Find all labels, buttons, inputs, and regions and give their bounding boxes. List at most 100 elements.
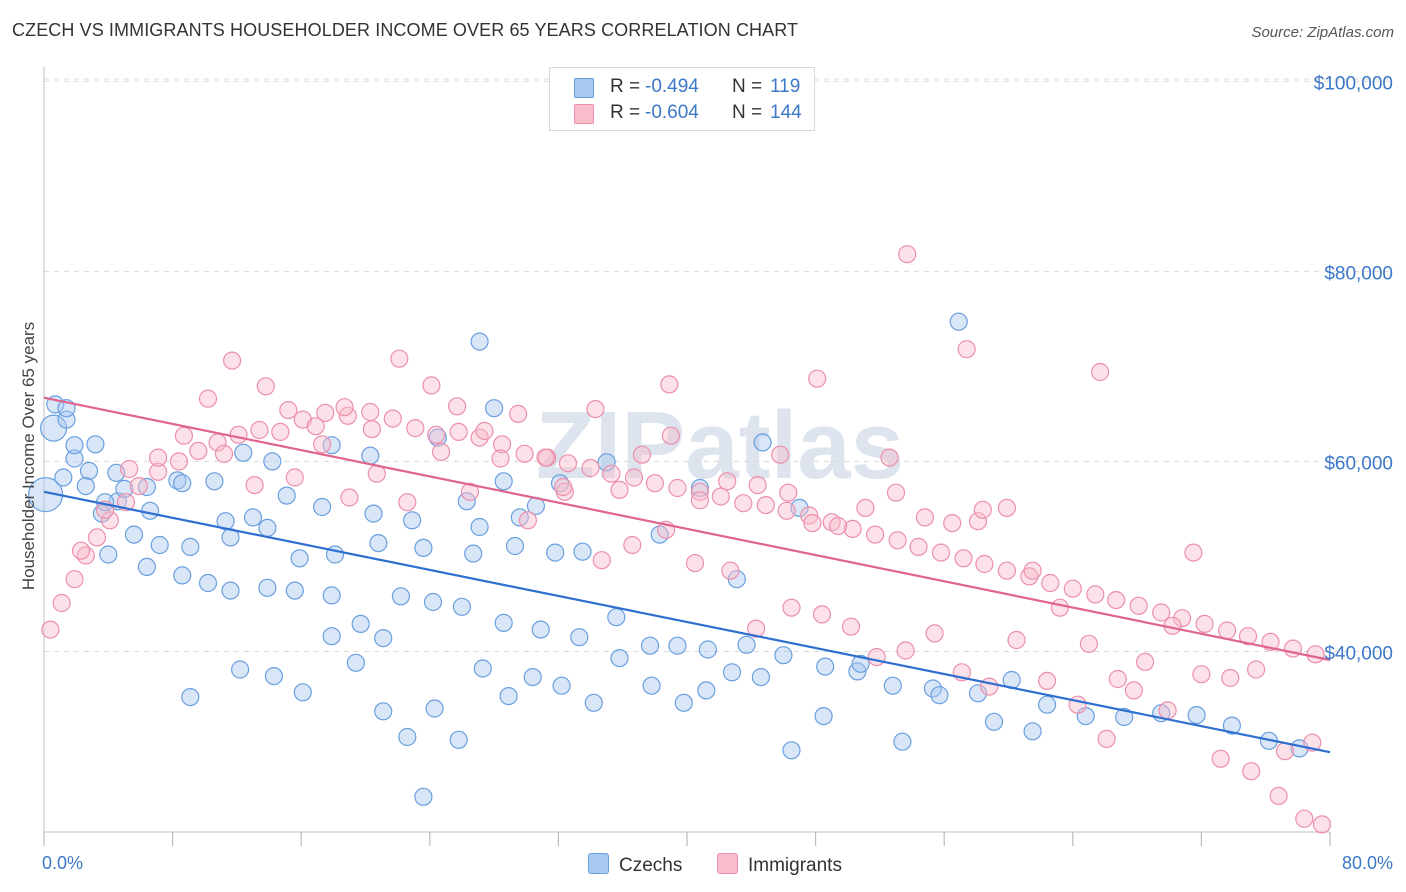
immigrant-point [432,442,451,461]
immigrant-point [245,476,264,495]
immigrant-point [925,624,944,643]
immigrant-point [1211,749,1230,768]
data-points [27,245,1332,834]
immigrant-point [685,553,705,573]
czech-point [690,478,710,498]
immigrant-point [536,448,555,467]
immigrant-point [721,561,740,580]
czech-point [403,511,422,530]
y-tick-label: $80,000 [1324,263,1393,284]
immigrant-point [843,519,862,539]
czech-point [414,538,433,558]
immigrant-point [931,543,951,562]
immigrant-point [1184,543,1203,562]
y-tick-label: $60,000 [1324,453,1393,474]
czech-point [949,312,968,331]
immigrant-point [997,561,1017,580]
czech-point [1023,722,1042,741]
legend-n-label: N = [732,102,763,123]
czech-point [984,712,1004,731]
czech-point [457,492,476,511]
czech-point [54,468,73,487]
czech-point [552,676,571,695]
czech-point [137,557,156,577]
czech-point [494,613,513,633]
czech-point [584,693,603,712]
immigrant-point [120,459,139,479]
immigrant-point [896,641,915,660]
immigrant-point [279,401,298,420]
czech-point [425,699,444,718]
immigrant-point [214,444,234,463]
immigrant-point [554,477,573,497]
immigrant-point [668,478,687,498]
immigrant-point [1295,809,1314,828]
immigrant-point [734,494,753,513]
immigrant-point [623,535,642,555]
czech-point [313,497,332,517]
czech-point [449,730,468,749]
immigrant-point [957,340,976,359]
immigrant-point [491,449,510,468]
y-tick-label: $100,000 [1314,73,1393,94]
immigrant-point [448,397,467,416]
czech-point [351,614,370,634]
immigrant-point [690,491,710,510]
czech-point [505,536,525,556]
czech-point [65,449,84,468]
y-tick-label: $40,000 [1324,643,1393,664]
immigrant-point [335,398,354,417]
immigrant-point [1172,609,1192,628]
czech-point [322,586,341,605]
immigrant-point [812,605,832,624]
czech-point [1115,707,1134,727]
immigrant-point [149,448,168,467]
immigrant-point [581,458,600,478]
immigrant-point [509,404,528,423]
immigrant-point [645,474,665,493]
czech-point [322,436,341,455]
bottom-legend-czechs: Czechs [588,853,682,877]
immigrant-point [1108,669,1127,689]
immigrant-point [460,482,480,501]
immigrant-point [52,593,71,613]
immigrant-point [1158,701,1177,720]
immigrant-point [406,419,425,438]
czech-point [930,686,949,705]
czech-point [607,608,626,627]
y-axis-label: Householder Income Over 65 years [19,322,38,590]
immigrant-point [361,402,380,422]
immigrant-point [383,409,402,428]
immigrant-point [867,647,886,667]
czech-point [374,702,393,721]
czech-point [264,666,283,686]
immigrant-point [65,570,84,589]
immigrant-point [515,444,534,463]
immigrant-point [316,403,335,422]
czech-point [234,443,253,462]
immigrant-point [660,375,679,394]
immigrant-point [909,537,928,557]
czech-point [753,433,772,452]
immigrant-point [1221,668,1240,688]
immigrant-point [1037,671,1057,691]
immigrant-point [661,426,681,445]
czech-point [774,646,793,665]
immigrant-point [1312,815,1332,834]
immigrant-point [1129,596,1148,615]
czech-point [610,648,629,668]
immigrant-point [756,496,775,515]
czech-trendline [43,490,1331,754]
czech-point [79,461,99,480]
immigrant-point [256,377,275,396]
czech-point [470,517,489,537]
immigrant-point [771,445,790,464]
czech-point [391,587,410,606]
immigrant-point [149,462,168,481]
immigrant-point [1135,652,1155,672]
czech-point [150,535,169,555]
bottom-legend-immigrants: Immigrants [717,853,842,877]
czech-point [181,537,200,557]
bottom-legend-label-immigrants: Immigrants [748,855,842,876]
czech-point [173,474,192,493]
